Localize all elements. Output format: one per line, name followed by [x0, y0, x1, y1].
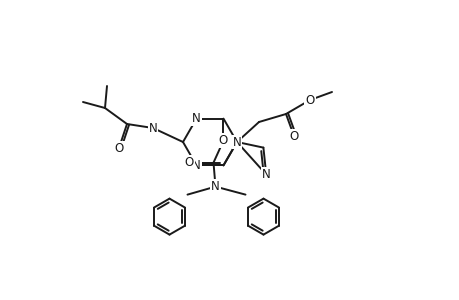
Text: O: O [289, 130, 298, 142]
Text: N: N [192, 112, 201, 125]
Text: N: N [211, 180, 219, 193]
Text: N: N [232, 136, 241, 148]
Text: N: N [261, 168, 270, 181]
Text: O: O [305, 94, 314, 106]
Text: N: N [148, 122, 157, 134]
Text: O: O [218, 134, 228, 147]
Text: O: O [185, 156, 194, 169]
Text: O: O [114, 142, 123, 154]
Text: N: N [192, 159, 201, 172]
